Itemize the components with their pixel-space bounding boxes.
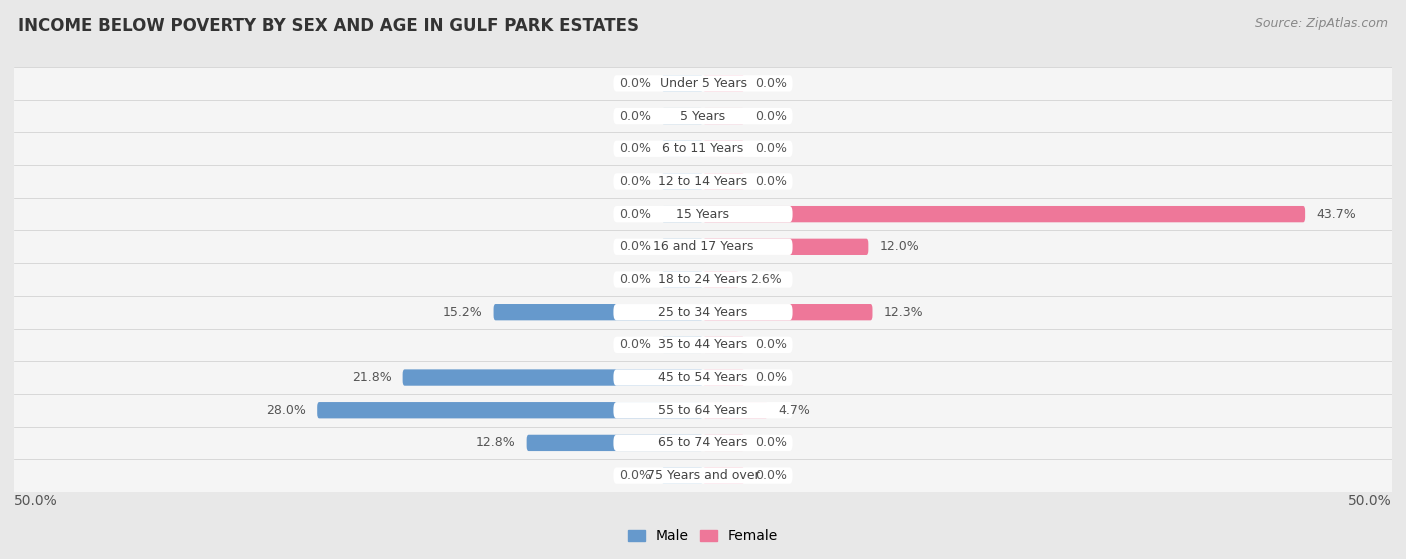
Text: 12.8%: 12.8% — [475, 437, 516, 449]
Text: 0.0%: 0.0% — [619, 207, 651, 221]
FancyBboxPatch shape — [703, 435, 744, 451]
Bar — [14, 263, 1392, 296]
Text: 4.7%: 4.7% — [779, 404, 811, 416]
FancyBboxPatch shape — [613, 337, 793, 353]
Text: 6 to 11 Years: 6 to 11 Years — [662, 143, 744, 155]
FancyBboxPatch shape — [662, 239, 703, 255]
FancyBboxPatch shape — [703, 173, 744, 190]
FancyBboxPatch shape — [703, 304, 873, 320]
FancyBboxPatch shape — [703, 337, 744, 353]
Bar — [14, 67, 1392, 100]
Text: 0.0%: 0.0% — [755, 110, 787, 122]
FancyBboxPatch shape — [703, 402, 768, 418]
FancyBboxPatch shape — [662, 75, 703, 92]
Legend: Male, Female: Male, Female — [623, 524, 783, 549]
FancyBboxPatch shape — [318, 402, 703, 418]
Text: 12.3%: 12.3% — [883, 306, 924, 319]
Bar — [14, 132, 1392, 165]
FancyBboxPatch shape — [662, 206, 703, 222]
Text: 0.0%: 0.0% — [755, 437, 787, 449]
Text: 55 to 64 Years: 55 to 64 Years — [658, 404, 748, 416]
FancyBboxPatch shape — [703, 141, 744, 157]
FancyBboxPatch shape — [402, 369, 703, 386]
Bar — [14, 361, 1392, 394]
Bar — [14, 329, 1392, 361]
Bar — [14, 427, 1392, 459]
Bar — [14, 230, 1392, 263]
FancyBboxPatch shape — [613, 467, 793, 484]
Text: 25 to 34 Years: 25 to 34 Years — [658, 306, 748, 319]
Text: 50.0%: 50.0% — [14, 494, 58, 508]
Text: 28.0%: 28.0% — [266, 404, 307, 416]
FancyBboxPatch shape — [662, 467, 703, 484]
Text: 21.8%: 21.8% — [352, 371, 392, 384]
FancyBboxPatch shape — [662, 337, 703, 353]
FancyBboxPatch shape — [613, 75, 793, 92]
FancyBboxPatch shape — [703, 239, 869, 255]
FancyBboxPatch shape — [613, 108, 793, 124]
FancyBboxPatch shape — [613, 369, 793, 386]
Text: 0.0%: 0.0% — [619, 110, 651, 122]
Text: 0.0%: 0.0% — [755, 143, 787, 155]
FancyBboxPatch shape — [703, 206, 1305, 222]
FancyBboxPatch shape — [662, 271, 703, 288]
FancyBboxPatch shape — [662, 173, 703, 190]
Text: 0.0%: 0.0% — [755, 77, 787, 90]
FancyBboxPatch shape — [662, 141, 703, 157]
Text: 12 to 14 Years: 12 to 14 Years — [658, 175, 748, 188]
Text: 12.0%: 12.0% — [879, 240, 920, 253]
Bar — [14, 198, 1392, 230]
FancyBboxPatch shape — [613, 239, 793, 255]
Text: 35 to 44 Years: 35 to 44 Years — [658, 338, 748, 352]
FancyBboxPatch shape — [527, 435, 703, 451]
FancyBboxPatch shape — [662, 108, 703, 124]
Bar — [14, 459, 1392, 492]
Text: 75 Years and over: 75 Years and over — [647, 469, 759, 482]
FancyBboxPatch shape — [494, 304, 703, 320]
Text: 0.0%: 0.0% — [619, 338, 651, 352]
Bar — [14, 165, 1392, 198]
Text: 0.0%: 0.0% — [619, 175, 651, 188]
Text: 0.0%: 0.0% — [619, 469, 651, 482]
Text: 15.2%: 15.2% — [443, 306, 482, 319]
FancyBboxPatch shape — [703, 108, 744, 124]
Text: 0.0%: 0.0% — [755, 175, 787, 188]
Text: 0.0%: 0.0% — [619, 240, 651, 253]
Text: 45 to 54 Years: 45 to 54 Years — [658, 371, 748, 384]
Text: 0.0%: 0.0% — [619, 77, 651, 90]
FancyBboxPatch shape — [613, 271, 793, 288]
Text: 0.0%: 0.0% — [619, 143, 651, 155]
Text: 0.0%: 0.0% — [619, 273, 651, 286]
Text: 18 to 24 Years: 18 to 24 Years — [658, 273, 748, 286]
Text: 5 Years: 5 Years — [681, 110, 725, 122]
Text: 0.0%: 0.0% — [755, 371, 787, 384]
Bar — [14, 394, 1392, 427]
Text: 16 and 17 Years: 16 and 17 Years — [652, 240, 754, 253]
Text: INCOME BELOW POVERTY BY SEX AND AGE IN GULF PARK ESTATES: INCOME BELOW POVERTY BY SEX AND AGE IN G… — [18, 17, 640, 35]
Text: 2.6%: 2.6% — [749, 273, 782, 286]
Bar — [14, 100, 1392, 132]
FancyBboxPatch shape — [613, 141, 793, 157]
FancyBboxPatch shape — [703, 467, 744, 484]
Text: 15 Years: 15 Years — [676, 207, 730, 221]
FancyBboxPatch shape — [613, 206, 793, 222]
FancyBboxPatch shape — [613, 402, 793, 418]
Text: 0.0%: 0.0% — [755, 338, 787, 352]
Text: Under 5 Years: Under 5 Years — [659, 77, 747, 90]
FancyBboxPatch shape — [613, 304, 793, 320]
FancyBboxPatch shape — [703, 271, 738, 288]
Text: 43.7%: 43.7% — [1316, 207, 1355, 221]
FancyBboxPatch shape — [703, 75, 744, 92]
Text: 50.0%: 50.0% — [1348, 494, 1392, 508]
Bar — [14, 296, 1392, 329]
FancyBboxPatch shape — [613, 435, 793, 451]
Text: 0.0%: 0.0% — [755, 469, 787, 482]
Text: Source: ZipAtlas.com: Source: ZipAtlas.com — [1254, 17, 1388, 30]
Text: 65 to 74 Years: 65 to 74 Years — [658, 437, 748, 449]
FancyBboxPatch shape — [613, 173, 793, 190]
FancyBboxPatch shape — [703, 369, 744, 386]
